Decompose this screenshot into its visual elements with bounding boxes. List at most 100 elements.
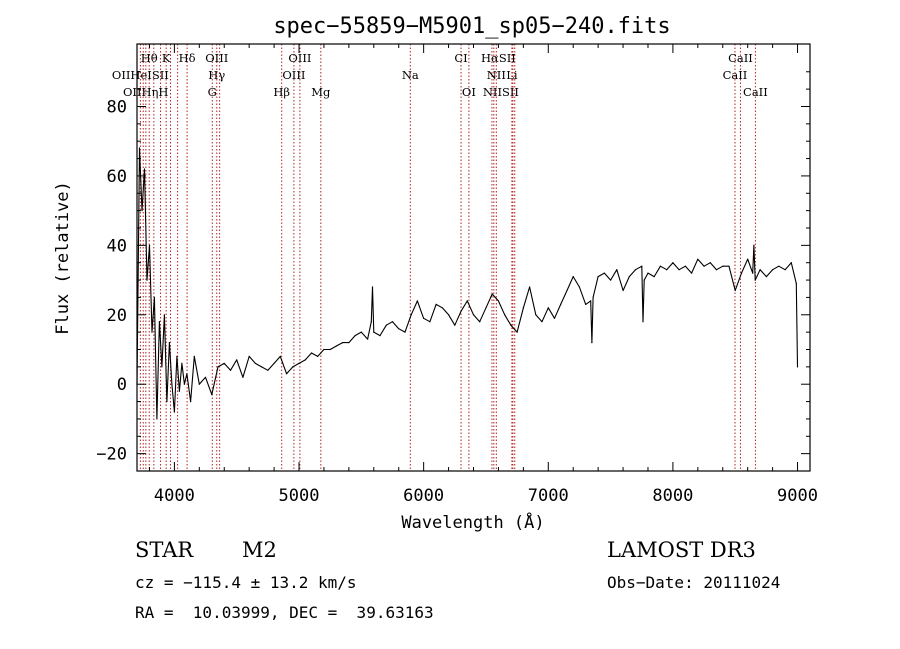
flux-point: [772, 269, 774, 271]
flux-point: [211, 394, 213, 396]
flux-point: [697, 258, 699, 260]
x-axis-label: Wavelength (Å): [401, 511, 544, 533]
flux-point: [416, 300, 418, 302]
line-label: OIIHηH: [123, 85, 168, 99]
flux-point: [653, 276, 655, 278]
line-label: CaII: [728, 51, 753, 65]
flux-point: [578, 286, 581, 288]
y-tick-label: 0: [117, 375, 127, 395]
flux-line: [136, 147, 799, 420]
line-label: NIISII: [483, 85, 519, 99]
flux-point: [146, 279, 148, 281]
flux-point: [398, 328, 400, 330]
line-label: Hθ: [141, 51, 158, 65]
line-label: OIII: [205, 51, 228, 65]
flux-point: [634, 269, 637, 271]
y-tick-label: 80: [107, 97, 127, 117]
flux-point: [566, 289, 568, 292]
flux-point: [535, 314, 537, 316]
x-tick-label: 9000: [777, 486, 818, 506]
flux-point: [722, 265, 724, 267]
flux-point: [659, 265, 662, 267]
flux-point: [360, 331, 362, 333]
flux-point: [790, 262, 792, 264]
flux-point: [298, 362, 300, 364]
flux-point: [304, 359, 306, 361]
flux-point: [198, 383, 200, 385]
flux-series-group: [136, 147, 799, 420]
flux-point: [592, 296, 594, 298]
flux-point: [181, 362, 183, 364]
flux-point: [703, 265, 705, 267]
flux-point: [153, 296, 155, 298]
flux-point: [472, 314, 475, 316]
flux-point: [143, 168, 146, 170]
x-tick-label: 5000: [279, 486, 320, 506]
coordinates: RA = 10.03999, DEC = 39.63163: [135, 603, 434, 622]
flux-point: [248, 355, 250, 357]
flux-point: [236, 359, 238, 361]
line-label: OIII: [282, 68, 305, 82]
flux-point: [423, 317, 425, 319]
flux-point: [286, 373, 288, 375]
flux-point: [223, 362, 225, 364]
flux-point: [497, 300, 499, 302]
flux-point: [647, 272, 649, 274]
flux-point: [597, 276, 599, 278]
flux-point: [622, 289, 624, 292]
flux-point: [429, 321, 431, 323]
flux-point: [754, 279, 756, 281]
line-label: OIIHeISII: [112, 68, 169, 82]
obs-date: Obs−Date: 20111024: [607, 573, 781, 592]
flux-point: [173, 411, 175, 413]
flux-point: [242, 376, 244, 378]
flux-point: [148, 244, 151, 246]
flux-point: [642, 321, 644, 323]
flux-point: [784, 269, 786, 271]
x-axis: 4000 5000 6000 7000 8000 9000: [148, 44, 818, 506]
x-tick-label: 4000: [154, 486, 195, 506]
line-label: Li: [506, 68, 518, 82]
flux-point: [740, 272, 743, 274]
flux-point: [385, 324, 387, 326]
flux-point: [190, 401, 192, 403]
flux-point: [161, 366, 163, 368]
flux-point: [151, 331, 153, 333]
x-tick-label: 8000: [652, 486, 693, 506]
y-tick-label: 40: [107, 236, 127, 256]
flux-point: [279, 355, 281, 357]
marker-labels-group: Hθ K Hδ OIII OIII CI HαSII CaII OIIHeISII Hγ OIII N…: [112, 51, 768, 99]
flux-point: [156, 418, 158, 420]
flux-point: [367, 338, 369, 340]
flux-point: [370, 321, 372, 323]
flux-point: [691, 272, 693, 274]
flux-point: [379, 335, 381, 337]
flux-point: [796, 366, 799, 368]
flux-point: [441, 307, 443, 309]
flux-point: [176, 355, 178, 357]
flux-point: [317, 355, 319, 357]
line-label: Mg: [311, 85, 331, 99]
flux-point: [454, 324, 456, 326]
flux-point: [628, 276, 630, 278]
flux-point: [516, 331, 518, 333]
line-label: OI: [462, 85, 476, 99]
flux-point: [410, 314, 412, 316]
flux-point: [323, 348, 325, 351]
y-tick-label: 60: [107, 167, 127, 187]
flux-point: [163, 314, 165, 316]
line-label: CI: [454, 51, 467, 65]
line-label: OIII: [288, 51, 311, 65]
flux-point: [678, 269, 680, 271]
flux-point: [547, 307, 549, 309]
flux-point: [166, 401, 168, 403]
flux-point: [603, 272, 606, 274]
y-tick-label: −20: [96, 445, 127, 465]
line-label: K: [162, 51, 171, 65]
flux-point: [684, 265, 687, 267]
flux-point: [765, 276, 768, 278]
line-label: Hγ: [208, 68, 225, 82]
flux-point: [267, 369, 269, 371]
flux-point: [759, 269, 761, 271]
flux-point: [610, 279, 612, 281]
